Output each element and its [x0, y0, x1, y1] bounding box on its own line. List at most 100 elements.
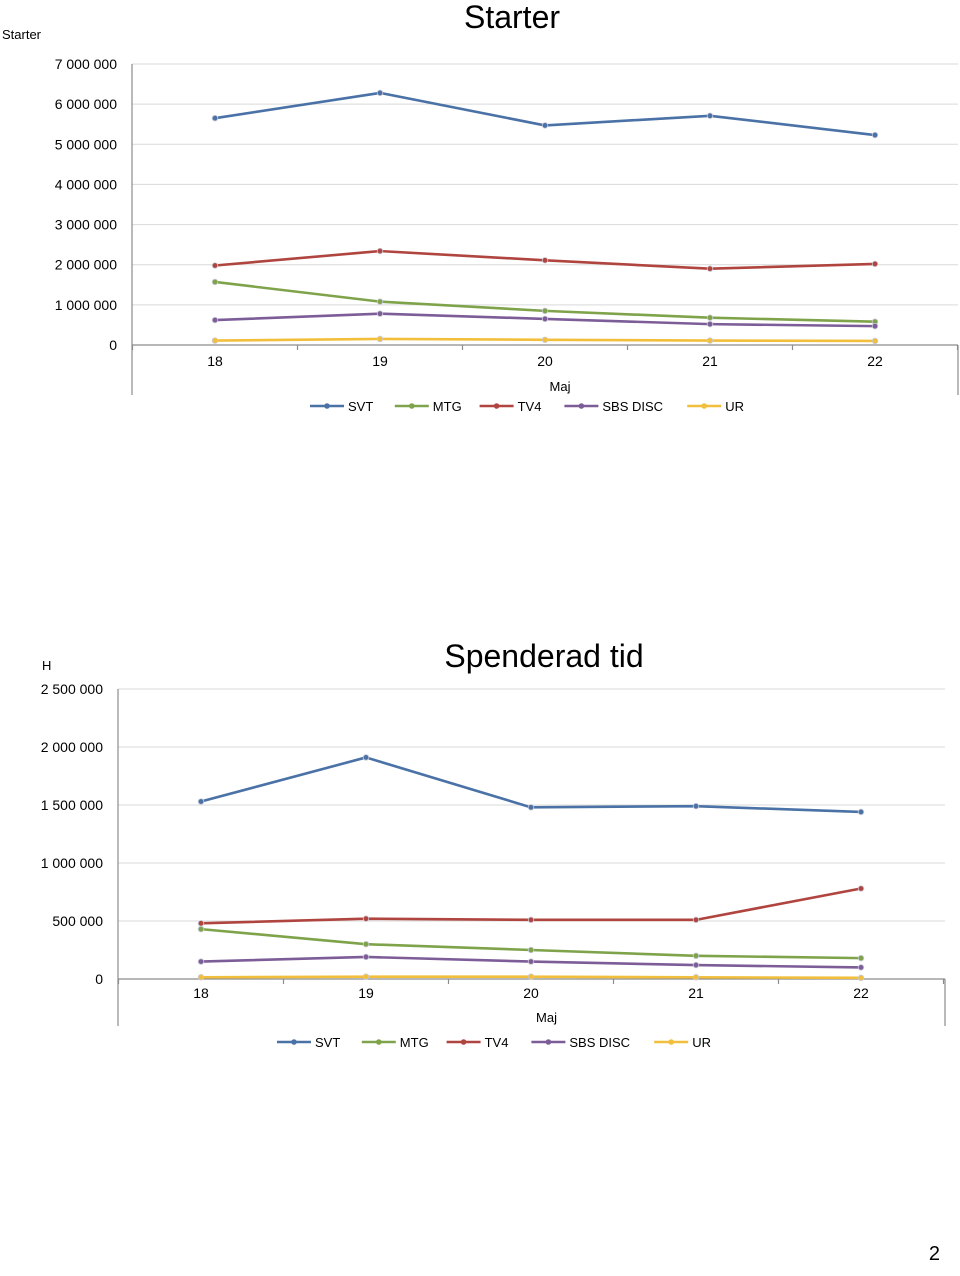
legend-marker: [460, 1039, 467, 1045]
y-tick-label: 2 500 000: [41, 681, 103, 697]
y-tick-label: 3 000 000: [55, 217, 117, 233]
legend-marker: [409, 403, 415, 409]
legend-label: TV4: [518, 399, 542, 414]
data-point: [857, 954, 865, 962]
data-point: [706, 320, 714, 328]
data-point: [871, 322, 879, 330]
data-point: [211, 262, 219, 269]
legend-label: SVT: [315, 1035, 340, 1050]
y-axis-label: H: [42, 658, 51, 673]
legend-marker: [324, 403, 330, 409]
y-tick-label: 500 000: [52, 913, 103, 929]
data-point: [376, 298, 384, 305]
x-tick-label: 20: [537, 353, 553, 369]
data-point: [541, 336, 549, 343]
legend-label: SVT: [348, 399, 373, 414]
data-point: [692, 952, 700, 959]
data-point: [706, 112, 714, 119]
x-tick-label: 18: [207, 353, 223, 369]
data-point: [527, 958, 535, 965]
y-tick-label: 2 000 000: [41, 739, 103, 755]
data-point: [857, 885, 865, 892]
data-point: [211, 337, 219, 344]
x-tick-label: 18: [193, 985, 209, 1001]
data-point: [692, 961, 700, 969]
data-point: [541, 257, 549, 264]
series-line-mtg: [200, 927, 862, 960]
data-point: [857, 964, 865, 971]
legend-marker: [668, 1039, 674, 1045]
data-point: [376, 247, 384, 255]
data-point: [362, 953, 370, 961]
data-point: [871, 131, 879, 139]
data-point: [527, 973, 535, 980]
data-point: [527, 804, 535, 811]
legend-marker: [291, 1039, 297, 1045]
data-point: [197, 974, 205, 981]
data-point: [857, 974, 865, 982]
data-point: [362, 754, 370, 761]
data-point: [527, 916, 535, 924]
x-tick-label: 19: [358, 985, 374, 1001]
legend-label: SBS DISC: [602, 399, 663, 414]
y-tick-label: 2 000 000: [55, 257, 117, 273]
y-tick-label: 4 000 000: [55, 176, 117, 192]
spenderad-tid-chart: Spenderad tid H 0 500 000 1 000 000 1 500 000…: [41, 638, 946, 1050]
x-tick-label: 19: [372, 353, 388, 369]
legend-marker: [578, 403, 585, 409]
data-point: [541, 315, 549, 323]
legend-label: UR: [725, 399, 744, 414]
data-point: [211, 316, 219, 324]
data-point: [857, 808, 865, 816]
series-line-svt: [214, 91, 876, 137]
data-point: [197, 920, 205, 927]
y-tick-label: 1 000 000: [55, 297, 117, 313]
legend-label: UR: [692, 1035, 711, 1050]
chart-title: Spenderad tid: [444, 638, 643, 674]
data-point: [541, 122, 549, 129]
legend-marker: [493, 403, 500, 409]
x-tick-label: 22: [853, 985, 869, 1001]
data-point: [376, 310, 384, 317]
data-point: [197, 925, 205, 933]
legend-marker: [545, 1039, 552, 1045]
data-point: [706, 265, 714, 272]
data-point: [376, 89, 384, 97]
chart-title: Starter: [464, 0, 560, 35]
data-point: [871, 260, 879, 268]
x-tick-label: 20: [523, 985, 539, 1001]
legend-label: MTG: [400, 1035, 429, 1050]
data-point: [692, 916, 700, 924]
data-point: [692, 802, 700, 810]
data-point: [211, 278, 219, 286]
data-point: [362, 973, 370, 980]
data-point: [362, 941, 370, 948]
y-tick-label: 1 000 000: [41, 855, 103, 871]
series-line-svt: [200, 756, 862, 814]
data-point: [197, 958, 205, 965]
data-point: [871, 337, 879, 345]
starter-chart: Starter Starter 0 1 000 000 2 000 000 3 000 0…: [2, 0, 959, 414]
y-tick-label: 0: [109, 337, 117, 353]
legend-marker: [376, 1039, 382, 1045]
data-point: [376, 335, 384, 343]
legend-label: TV4: [485, 1035, 509, 1050]
y-tick-label: 7 000 000: [55, 56, 117, 72]
x-axis-label: Maj: [550, 379, 571, 394]
data-point: [362, 915, 370, 922]
y-axis-label: Starter: [2, 27, 42, 42]
data-point: [692, 974, 700, 981]
y-tick-label: 5 000 000: [55, 136, 117, 152]
x-tick-label: 22: [867, 353, 883, 369]
data-point: [706, 314, 714, 321]
legend-marker: [701, 403, 707, 409]
y-tick-label: 6 000 000: [55, 96, 117, 112]
data-point: [211, 114, 219, 122]
x-tick-label: 21: [688, 985, 704, 1001]
data-point: [541, 307, 549, 315]
x-axis-label: Maj: [536, 1010, 557, 1025]
data-point: [706, 337, 714, 344]
y-tick-label: 1 500 000: [41, 797, 103, 813]
y-tick-label: 0: [95, 971, 103, 987]
x-tick-label: 21: [702, 353, 718, 369]
